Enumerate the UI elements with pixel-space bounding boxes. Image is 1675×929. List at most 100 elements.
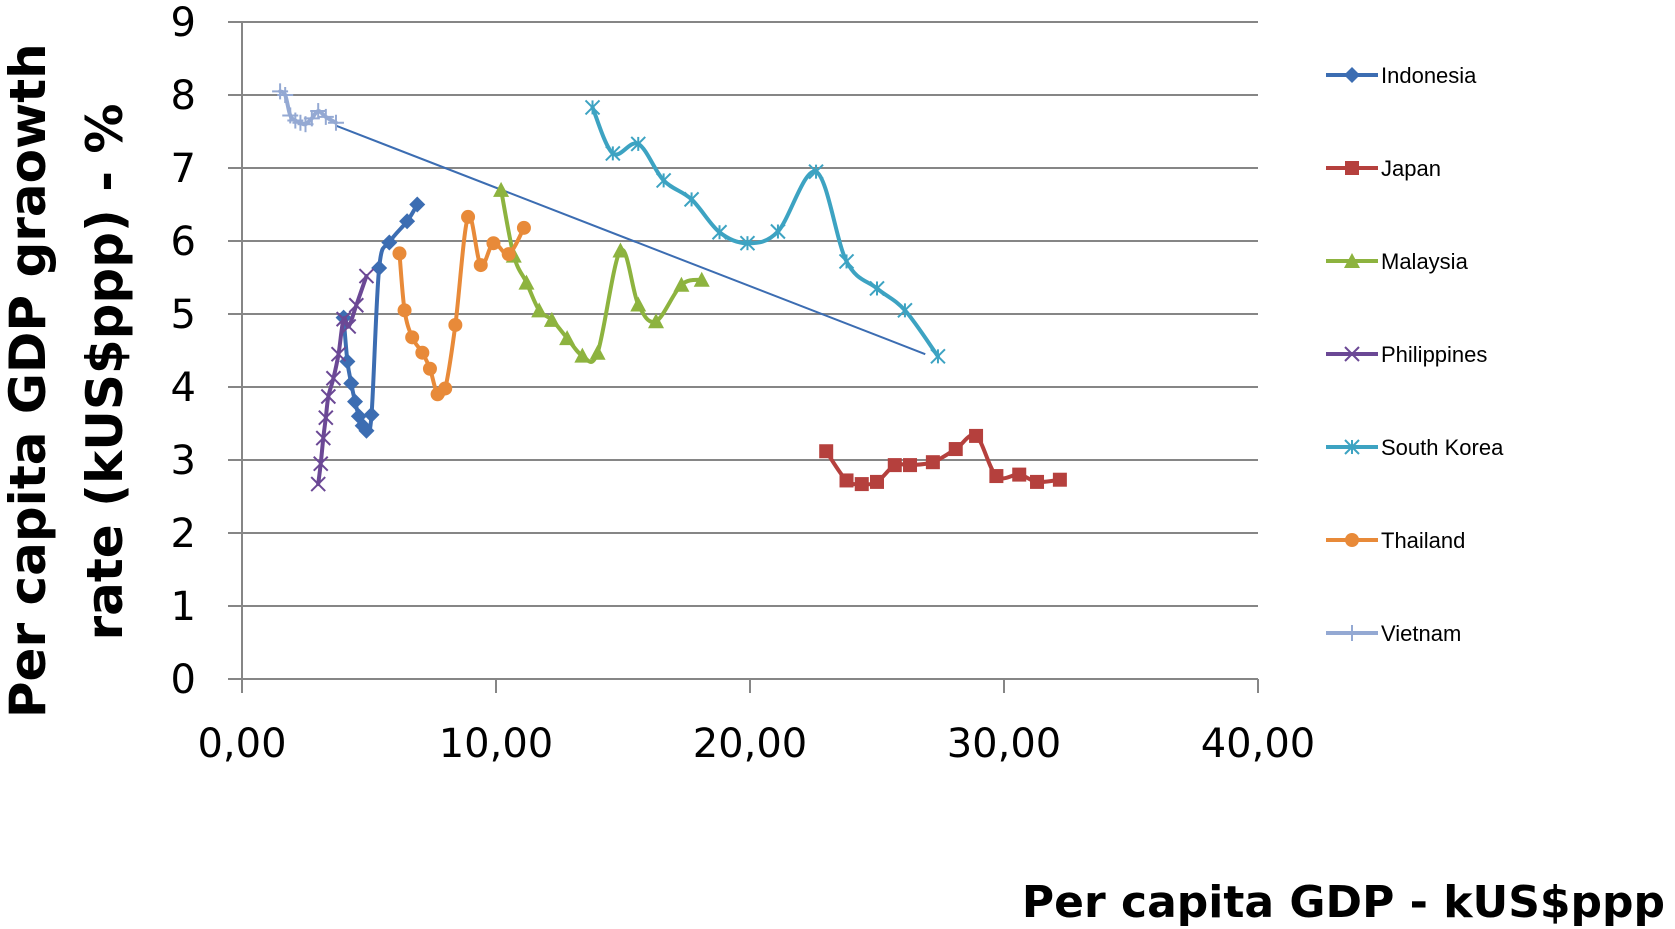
x-tick-label: 30,00	[947, 721, 1062, 767]
legend-item-indonesia: Indonesia	[1326, 63, 1477, 88]
data-point-philippines-stroke-b	[320, 388, 337, 405]
data-point-thailand	[415, 345, 430, 360]
data-point-philippines	[310, 476, 326, 492]
data-point-thailand	[405, 330, 420, 345]
legend-marker-malaysia	[1344, 253, 1360, 268]
data-point-indonesia	[409, 196, 426, 213]
data-point-japan	[854, 477, 869, 492]
data-point-philippines-stroke-b	[335, 311, 352, 327]
legend-item-philippines: Philippines	[1326, 342, 1487, 367]
legend-marker-philippines	[1344, 346, 1360, 362]
data-point-south-korea	[897, 302, 913, 319]
series-indonesia	[335, 196, 426, 439]
y-tick-label: 3	[171, 438, 196, 484]
data-point-malaysia	[693, 271, 710, 287]
legend-marker-philippines-stroke-b	[1344, 346, 1360, 362]
data-point-south-korea	[655, 172, 672, 189]
data-point-south-korea	[630, 136, 646, 152]
legend-marker-vietnam	[1344, 625, 1360, 641]
legend-label-japan: Japan	[1381, 156, 1441, 181]
legend-item-malaysia: Malaysia	[1326, 249, 1469, 274]
series-line-malaysia	[499, 187, 704, 364]
legend-label-malaysia: Malaysia	[1381, 249, 1469, 274]
data-point-thailand	[392, 246, 407, 261]
series-south-korea	[584, 99, 946, 365]
data-point-vietnam	[317, 108, 334, 125]
data-point-malaysia	[531, 302, 548, 318]
x-tick-label: 0,00	[197, 721, 286, 767]
legend-item-japan: Japan	[1326, 156, 1441, 181]
grid-layer	[242, 21, 1258, 607]
data-point-philippines-stroke-b	[315, 430, 331, 446]
y-tick-label: 6	[171, 219, 196, 265]
legend-label-thailand: Thailand	[1381, 528, 1465, 553]
y-tick-label: 4	[171, 365, 196, 411]
legend-item-thailand: Thailand	[1326, 528, 1465, 553]
data-point-philippines	[335, 311, 352, 327]
data-point-philippines-stroke-b	[313, 455, 329, 472]
data-point-philippines	[348, 297, 365, 313]
y-tick-label: 2	[171, 511, 196, 557]
x-tick-label: 40,00	[1201, 721, 1316, 767]
data-point-thailand	[438, 381, 453, 396]
legend-label-south-korea: South Korea	[1381, 435, 1504, 460]
data-point-indonesia	[363, 406, 380, 423]
y-tick-label: 5	[171, 292, 196, 338]
series-layer	[272, 83, 1067, 492]
y-axis-title-line-1: Per capita GDP graowth	[0, 43, 57, 718]
data-point-indonesia	[347, 393, 364, 410]
data-point-thailand	[501, 247, 516, 262]
legend-label-vietnam: Vietnam	[1381, 621, 1461, 646]
data-point-south-korea	[770, 223, 786, 240]
data-point-japan	[839, 473, 854, 488]
data-point-indonesia	[399, 213, 416, 230]
data-point-philippines-stroke-b	[330, 346, 347, 362]
data-point-indonesia	[381, 234, 398, 251]
data-point-japan	[870, 474, 884, 489]
data-point-japan	[1052, 472, 1067, 487]
data-point-indonesia	[371, 260, 388, 277]
legend-label-indonesia: Indonesia	[1381, 63, 1477, 88]
axis-layer: 0 1 2 3 4 5 6 7 8 9 0,00 10,00 20,00 30,00 40,00	[171, 0, 1316, 767]
data-point-south-korea	[930, 348, 946, 365]
data-point-vietnam	[303, 110, 320, 127]
data-point-malaysia	[648, 313, 665, 329]
data-point-malaysia	[493, 181, 510, 197]
data-point-philippines	[320, 388, 337, 405]
data-point-japan	[1030, 474, 1045, 489]
legend-label-philippines: Philippines	[1381, 342, 1487, 367]
data-point-south-korea	[739, 235, 756, 251]
y-tick-label: 1	[171, 584, 196, 630]
data-point-thailand	[516, 220, 531, 235]
data-point-japan	[887, 458, 902, 473]
data-point-philippines-stroke-b	[318, 409, 334, 426]
series-line-thailand	[397, 213, 526, 399]
data-point-vietnam	[277, 87, 294, 103]
data-point-philippines-stroke-b	[340, 318, 357, 335]
series-thailand	[392, 209, 531, 402]
data-point-philippines	[318, 409, 334, 426]
legend-item-south-korea: South Korea	[1326, 435, 1504, 460]
data-point-philippines	[315, 430, 331, 446]
data-point-philippines	[325, 370, 342, 386]
data-point-philippines-stroke-b	[358, 268, 375, 284]
y-tick-label: 7	[171, 146, 196, 192]
legend-layer: Indonesia Japan Malaysia Philippines South K…	[1326, 63, 1504, 646]
data-point-philippines	[340, 318, 357, 335]
y-axis-title: Per capita GDP graowth rate (kUS$ppp) - …	[0, 26, 134, 718]
legend-marker-thailand	[1345, 533, 1359, 547]
data-point-malaysia	[589, 344, 606, 360]
data-point-thailand	[486, 236, 501, 251]
data-point-philippines-stroke-b	[310, 476, 326, 492]
data-point-thailand	[461, 209, 476, 224]
data-point-malaysia	[518, 274, 535, 290]
data-point-south-korea	[584, 99, 601, 116]
legend-item-vietnam: Vietnam	[1326, 621, 1461, 646]
data-point-indonesia	[343, 375, 360, 392]
data-point-south-korea	[605, 145, 621, 162]
data-point-indonesia	[339, 353, 356, 370]
y-axis-title-line-2: rate (kUS$ppp) - %	[76, 103, 134, 640]
data-point-malaysia	[612, 242, 629, 258]
x-axis-title: Per capita GDP - kUS$ppp	[1022, 877, 1665, 928]
